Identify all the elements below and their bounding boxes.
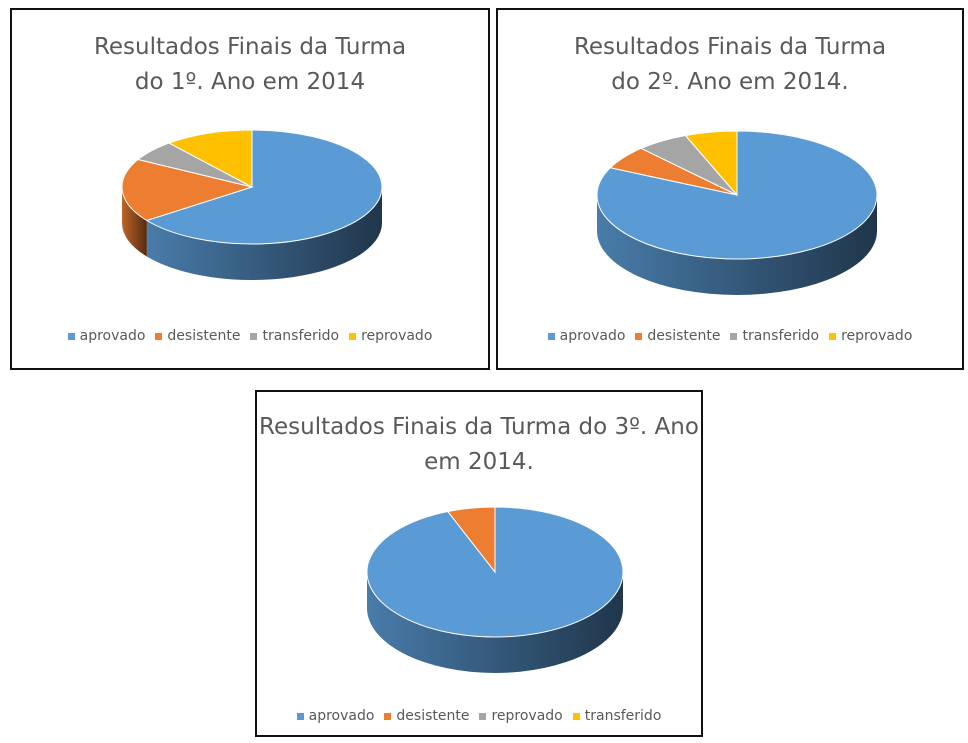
legend-swatch [547,332,555,340]
legend-item: transferido [250,328,339,344]
legend-label: aprovado [559,328,626,344]
legend-label: desistente [647,328,721,344]
pie-slice [167,129,253,188]
chart-panel: Resultados Finais da Turma do 3º. Ano em… [255,390,703,737]
pie-side [146,187,382,280]
legend-item: aprovado [296,708,375,724]
legend-item: aprovado [67,328,146,344]
legend-swatch [635,332,643,340]
pie-chart [596,130,878,295]
legend-label: desistente [167,328,241,344]
legend-label: reprovado [361,328,433,344]
legend-swatch [250,332,258,340]
legend-label: aprovado [79,328,146,344]
legend-swatch [730,332,738,340]
legend-item: transferido [730,328,819,344]
legend: aprovado desistente reprovado transferido [257,708,701,724]
legend-label: transferido [262,328,340,344]
legend-item: aprovado [547,328,626,344]
legend-swatch [572,712,580,720]
chart-title: Resultados Finais da Turma do 2º. Ano em… [573,34,887,95]
legend: aprovado desistente transferido reprovado [12,328,488,344]
legend-item: desistente [635,328,720,344]
chart-title: Resultados Finais da Turma do 3º. Ano em… [259,414,699,475]
legend-label: transferido [742,328,820,344]
chart-title: Resultados Finais da Turma do 1º. Ano em… [93,34,407,95]
pie-side [597,195,877,295]
legend-label: reprovado [841,328,913,344]
legend-item: desistente [384,708,469,724]
legend-swatch [296,712,304,720]
pie-side [122,187,147,257]
pie-slice [446,506,496,574]
legend-item: transferido [572,708,662,724]
pie-side [367,572,623,673]
pie-slice [684,130,738,197]
legend-label: desistente [396,708,470,724]
legend-swatch [479,712,487,720]
legend-swatch [67,332,75,340]
legend-item: reprovado [349,328,432,344]
chart-panel: Resultados Finais da Turma do 1º. Ano em… [10,8,490,370]
pie-slice [145,129,383,245]
legend-swatch [349,332,357,340]
legend-swatch [829,332,837,340]
chart-panel: Resultados Finais da Turma do 2º. Ano em… [496,8,964,370]
pie-chart [366,506,624,673]
legend-item: reprovado [829,328,912,344]
legend-swatch [155,332,163,340]
legend-swatch [384,712,392,720]
legend: aprovado desistente transferido reprovado [498,328,962,344]
legend-item: reprovado [479,708,563,724]
pie-chart [121,129,383,280]
legend-label: transferido [584,708,662,724]
legend-label: reprovado [491,708,563,724]
legend-label: aprovado [308,708,375,724]
legend-item: desistente [155,328,240,344]
pie-slice [121,158,254,222]
